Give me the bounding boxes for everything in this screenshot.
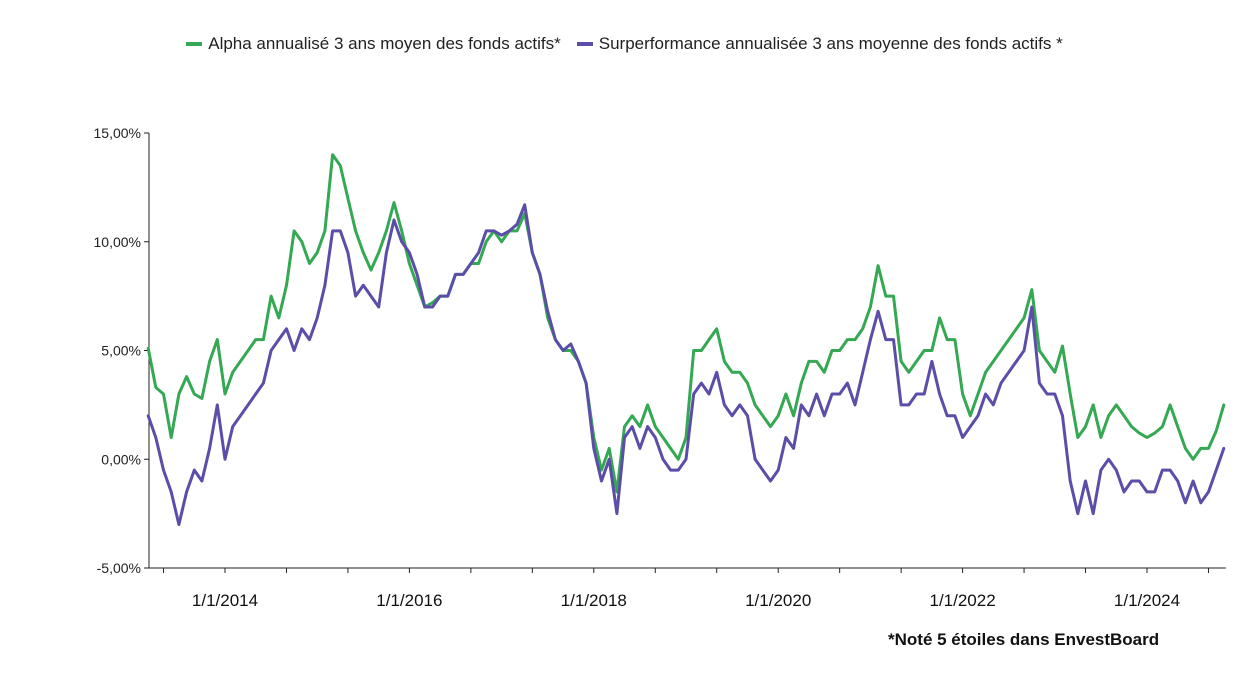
x-tick-label: 1/1/2020 bbox=[745, 591, 811, 610]
x-tick-label: 1/1/2022 bbox=[930, 591, 996, 610]
x-tick-label: 1/1/2024 bbox=[1114, 591, 1180, 610]
y-tick-label: 0,00% bbox=[101, 451, 141, 467]
footnote: *Noté 5 étoiles dans EnvestBoard bbox=[888, 630, 1160, 649]
series-line-surperformance bbox=[146, 203, 1226, 526]
y-tick-label: 15,00% bbox=[94, 125, 141, 141]
legend-swatch-alpha bbox=[186, 42, 203, 46]
x-tick-label: 1/1/2016 bbox=[376, 591, 442, 610]
legend-item-alpha[interactable]: Alpha annualisé 3 ans moyen des fonds ac… bbox=[186, 34, 561, 54]
legend-item-surperformance[interactable]: Surperformance annualisée 3 ans moyenne … bbox=[576, 34, 1063, 54]
legend-label-alpha: Alpha annualisé 3 ans moyen des fonds ac… bbox=[208, 34, 561, 53]
y-tick-label: -5,00% bbox=[97, 560, 141, 576]
y-tick-label: 10,00% bbox=[94, 234, 141, 250]
series-line-alpha bbox=[146, 153, 1226, 494]
legend-label-surperformance: Surperformance annualisée 3 ans moyenne … bbox=[598, 34, 1063, 53]
x-tick-label: 1/1/2018 bbox=[561, 591, 627, 610]
x-tick-label: 1/1/2014 bbox=[192, 591, 258, 610]
legend-swatch-surperformance bbox=[576, 42, 593, 46]
legend: Alpha annualisé 3 ans moyen des fonds ac… bbox=[0, 34, 1249, 54]
y-tick-label: 5,00% bbox=[101, 343, 141, 359]
